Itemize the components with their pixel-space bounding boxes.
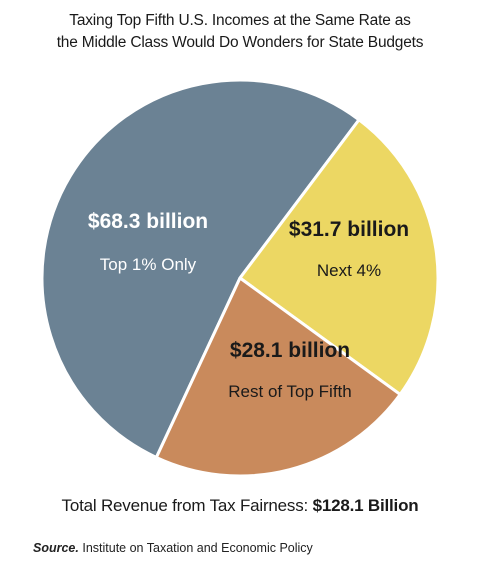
pie-slice — [40, 78, 361, 459]
chart-title-line-2: the Middle Class Would Do Wonders for St… — [56, 34, 424, 51]
source-text: Institute on Taxation and Economic Polic… — [82, 541, 313, 555]
slice-value-label: $68.3 billion — [88, 210, 208, 233]
total-revenue-label: Total Revenue from Tax Fairness: — [61, 496, 309, 515]
slice-value-label: $31.7 billion — [289, 218, 409, 241]
pie-slice — [154, 276, 402, 478]
pie-slice — [238, 118, 440, 396]
slice-category-label: Rest of Top Fifth — [228, 382, 351, 401]
chart-title: Taxing Top Fifth U.S. Incomes at the Sam… — [0, 10, 480, 54]
total-revenue: Total Revenue from Tax Fairness: $128.1 … — [0, 496, 480, 516]
slice-value-label: $28.1 billion — [230, 339, 350, 362]
total-revenue-value: $128.1 Billion — [312, 496, 419, 515]
slice-category-label: Next 4% — [317, 261, 381, 280]
slice-category-label: Top 1% Only — [100, 255, 197, 274]
chart-title-line-1: Taxing Top Fifth U.S. Incomes at the Sam… — [69, 12, 411, 29]
source-label: Source. — [33, 541, 79, 555]
source-note: Source. Institute on Taxation and Econom… — [33, 541, 313, 555]
